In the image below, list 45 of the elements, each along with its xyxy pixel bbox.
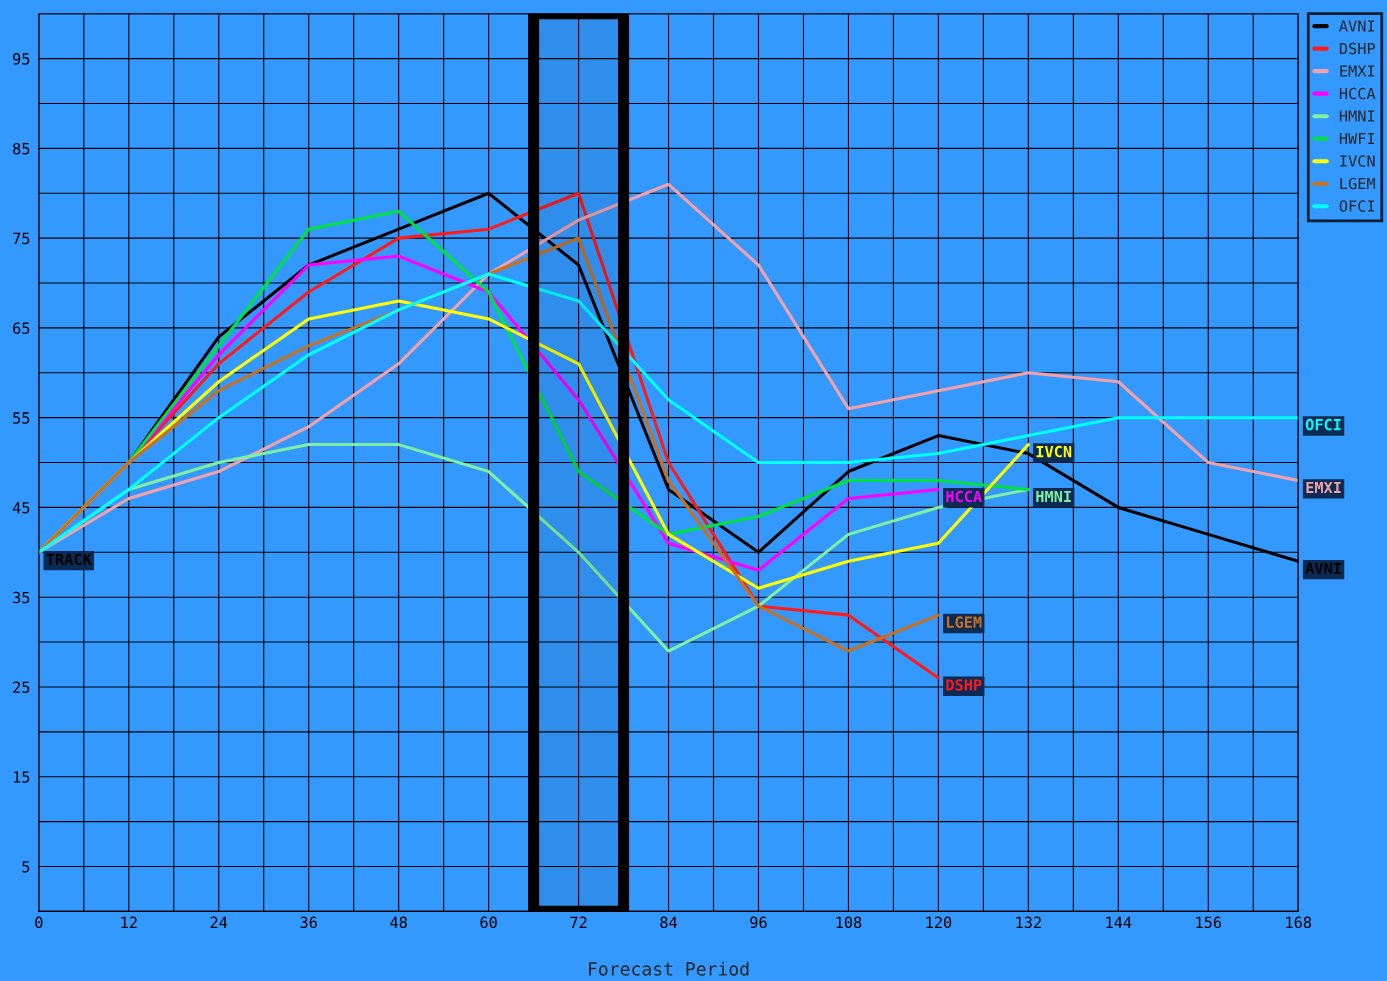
x-tick-label: 168 <box>1286 916 1312 929</box>
annotation: HMNI <box>1036 490 1071 503</box>
x-tick-label: 120 <box>926 916 952 929</box>
x-tick-label: 24 <box>210 916 228 928</box>
y-tick-label: 25 <box>13 681 30 694</box>
annotation: TRACK <box>46 553 92 566</box>
x-tick-label: 144 <box>1106 916 1132 928</box>
legend-label: HCCA <box>1339 87 1376 100</box>
x-tick-label: 0 <box>35 916 43 929</box>
y-tick-label: 65 <box>13 322 30 334</box>
annotation: AVNI <box>1305 562 1341 574</box>
annotation: HCCA <box>946 490 982 503</box>
line-series <box>38 272 1299 554</box>
x-axis-title: Forecast Period <box>589 961 749 976</box>
annotation: OFCI <box>1305 418 1341 431</box>
x-tick-label: 36 <box>300 916 317 929</box>
legend-label: AVNI <box>1339 20 1375 32</box>
y-tick-label: 35 <box>13 591 30 604</box>
x-tick-label: 108 <box>836 916 862 929</box>
annotation: DSHP <box>946 679 982 691</box>
x-tick-label: 72 <box>570 916 587 928</box>
x-tick-label: 132 <box>1016 916 1041 929</box>
x-tick-label: 48 <box>390 916 407 929</box>
x-tick-label: 84 <box>660 916 677 929</box>
y-tick-label: 45 <box>12 502 30 514</box>
legend-label: HWFI <box>1339 132 1375 145</box>
legend-label: OFCI <box>1339 200 1375 212</box>
y-tick-label: 85 <box>13 142 30 155</box>
legend-label: EMXI <box>1340 65 1375 77</box>
legend-label: HMNI <box>1339 110 1375 122</box>
y-tick-label: 5 <box>22 861 30 873</box>
annotation: IVCN <box>1036 445 1072 458</box>
y-tick-label: 15 <box>13 771 30 783</box>
x-tick-label: 60 <box>480 916 497 929</box>
y-tick-label: 75 <box>13 232 30 245</box>
y-tick-label: 55 <box>13 412 30 424</box>
annotation: LGEM <box>947 616 982 628</box>
x-tick-label: 156 <box>1196 916 1222 929</box>
legend-label: DSHP <box>1339 42 1375 55</box>
x-tick-label: 12 <box>121 916 137 928</box>
legend-label: LGEM <box>1340 177 1375 190</box>
annotation: EMXI <box>1306 481 1341 494</box>
legend-label: IVCN <box>1340 155 1375 167</box>
x-tick-label: 96 <box>750 916 767 929</box>
y-tick-label: 95 <box>13 53 30 65</box>
